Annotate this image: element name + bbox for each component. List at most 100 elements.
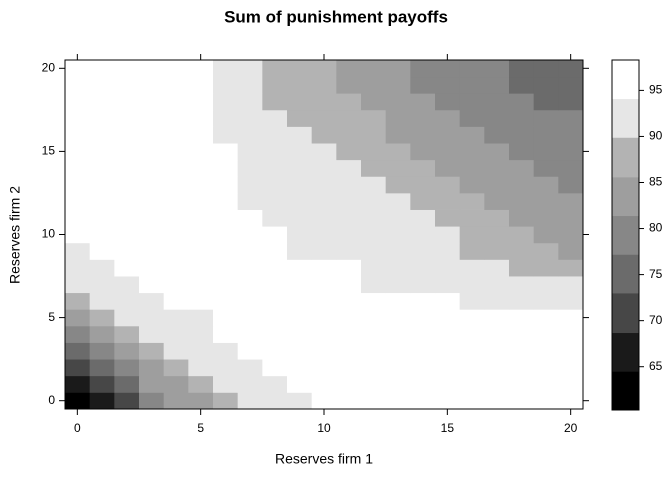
heat-cell (65, 192, 91, 210)
heat-cell (336, 159, 362, 177)
heat-cell (213, 60, 239, 78)
heat-cell (139, 109, 165, 127)
heat-cell (558, 276, 584, 294)
heat-cell (509, 76, 535, 94)
heat-cell (139, 176, 165, 194)
heat-cell (459, 292, 485, 310)
heat-cell (114, 309, 140, 327)
heat-cell (385, 192, 411, 210)
heat-cell (558, 375, 584, 393)
heat-cell (188, 192, 214, 210)
heat-cell (459, 159, 485, 177)
heat-cell (139, 60, 165, 78)
heat-cell (459, 60, 485, 78)
heat-cell (287, 159, 313, 177)
colorbar-tick-label: 85 (649, 175, 663, 189)
heat-cell (188, 342, 214, 360)
heat-cell (114, 159, 140, 177)
heat-cell (139, 309, 165, 327)
heat-cell (65, 292, 91, 310)
heat-cell (139, 226, 165, 244)
heat-cell (361, 242, 387, 260)
heat-cell (287, 126, 313, 144)
heat-cell (262, 159, 288, 177)
heat-cell (336, 259, 362, 277)
heat-cell (65, 359, 91, 377)
heat-cell (311, 109, 337, 127)
heat-cell (410, 143, 436, 161)
heat-cell (114, 325, 140, 343)
heat-cell (558, 192, 584, 210)
heat-cell (237, 126, 263, 144)
heat-cell (89, 209, 115, 227)
heat-cell (262, 392, 288, 410)
heat-cell (558, 392, 584, 410)
heat-cell (287, 276, 313, 294)
heat-cell (163, 159, 189, 177)
heat-cell (89, 176, 115, 194)
heat-cell (163, 292, 189, 310)
heat-cell (558, 226, 584, 244)
heat-cell (188, 159, 214, 177)
heat-cell (361, 325, 387, 343)
colorbar-band (612, 371, 639, 411)
heat-cell (459, 309, 485, 327)
heat-cell (89, 342, 115, 360)
heat-cell (65, 209, 91, 227)
heat-cell (385, 93, 411, 111)
heat-cell (287, 143, 313, 161)
heat-cell (558, 242, 584, 260)
heat-cell (287, 176, 313, 194)
heat-cell (65, 342, 91, 360)
heat-cell (163, 60, 189, 78)
heat-cell (509, 342, 535, 360)
heat-cell (361, 309, 387, 327)
heat-cell (188, 375, 214, 393)
heat-cell (435, 209, 461, 227)
heat-cell (410, 342, 436, 360)
heat-cell (311, 392, 337, 410)
heat-cell (139, 392, 165, 410)
heat-cell (410, 159, 436, 177)
heat-cell (533, 143, 559, 161)
heat-cell (311, 159, 337, 177)
heat-cell (65, 226, 91, 244)
heat-cell (163, 226, 189, 244)
heat-cell (114, 176, 140, 194)
heat-cell (361, 76, 387, 94)
heat-cell (385, 292, 411, 310)
heat-cell (410, 176, 436, 194)
heat-cell (459, 259, 485, 277)
heat-cell (89, 392, 115, 410)
heat-cell (459, 359, 485, 377)
heat-cell (114, 109, 140, 127)
heat-cell (533, 109, 559, 127)
heat-cell (336, 143, 362, 161)
heat-cell (311, 226, 337, 244)
heat-cell (163, 342, 189, 360)
heat-cell (311, 242, 337, 260)
heat-cell (509, 242, 535, 260)
heat-cell (435, 292, 461, 310)
heat-cell (336, 342, 362, 360)
heat-cell (558, 60, 584, 78)
colorbar-frame (611, 59, 640, 411)
heat-cell (287, 226, 313, 244)
heat-cell (65, 126, 91, 144)
heat-cell (509, 276, 535, 294)
heat-cell (410, 259, 436, 277)
heat-cell (459, 242, 485, 260)
heat-cell (509, 375, 535, 393)
heat-cell (188, 276, 214, 294)
heat-cell (435, 192, 461, 210)
colorbar-tick-label: 75 (649, 267, 663, 281)
heat-cell (287, 60, 313, 78)
heat-cell (533, 359, 559, 377)
heat-cell (311, 342, 337, 360)
heat-cell (89, 159, 115, 177)
heat-cell (139, 192, 165, 210)
heat-cell (385, 60, 411, 78)
heat-cell (237, 259, 263, 277)
heat-cell (237, 226, 263, 244)
heat-cell (89, 60, 115, 78)
